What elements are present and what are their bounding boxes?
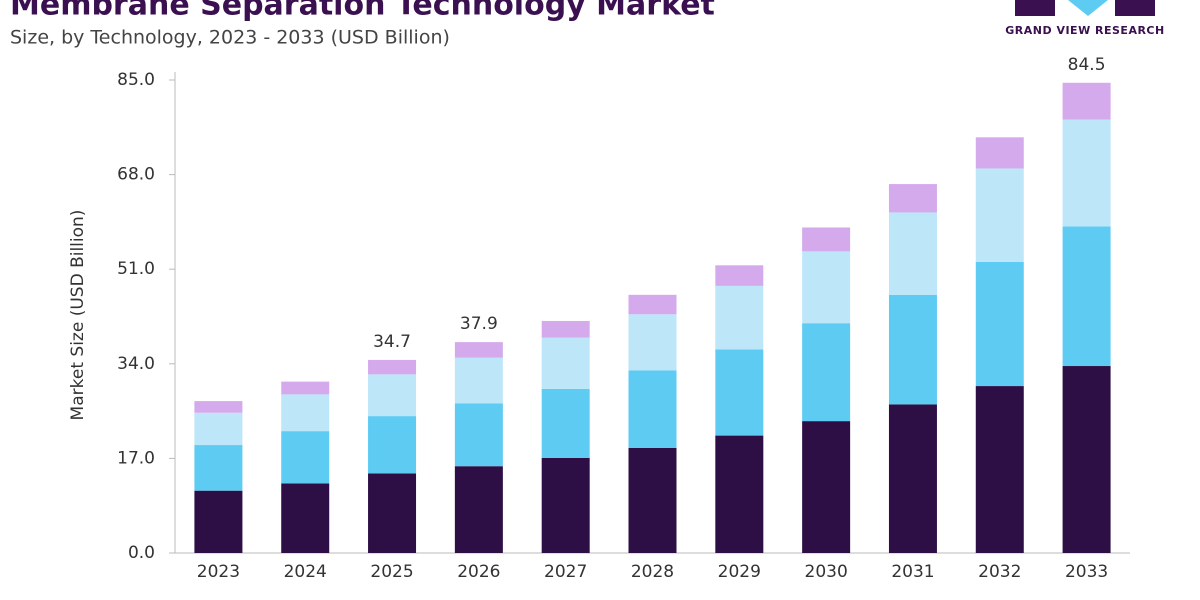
bar-segment bbox=[888, 294, 937, 405]
bar-segment bbox=[628, 370, 677, 448]
logo-block bbox=[1068, 0, 1108, 16]
logo: GRAND VIEW RESEARCH bbox=[1005, 0, 1164, 37]
bar-segment bbox=[802, 323, 851, 422]
y-tick-label: 68.0 bbox=[117, 165, 155, 185]
x-tick-label: 2031 bbox=[891, 562, 934, 582]
bar-segment bbox=[888, 212, 937, 295]
bar-segment bbox=[454, 342, 503, 358]
bar-segment bbox=[628, 447, 677, 553]
bar-segment bbox=[541, 337, 590, 389]
bar-segment bbox=[715, 435, 764, 553]
total-label: 34.7 bbox=[373, 332, 411, 352]
bar-segment bbox=[802, 227, 851, 252]
bar-segment bbox=[1062, 226, 1111, 367]
bar-segment bbox=[1062, 82, 1111, 120]
x-tick-label: 2033 bbox=[1065, 562, 1108, 582]
x-tick-label: 2023 bbox=[197, 562, 240, 582]
bar-segment bbox=[715, 349, 764, 436]
bar-segment bbox=[628, 294, 677, 315]
bar-segment bbox=[194, 412, 243, 446]
x-tick-label: 2032 bbox=[978, 562, 1021, 582]
bar-segment bbox=[802, 421, 851, 553]
y-tick-label: 51.0 bbox=[117, 259, 155, 279]
bar-segment bbox=[541, 320, 590, 338]
bar-segment bbox=[975, 137, 1024, 169]
bar-segment bbox=[888, 184, 937, 213]
x-tick-label: 2028 bbox=[631, 562, 674, 582]
bar-segment bbox=[888, 404, 937, 553]
bar-segment bbox=[1062, 366, 1111, 553]
y-tick-label: 17.0 bbox=[117, 448, 155, 468]
bar-segment bbox=[454, 357, 503, 404]
y-tick-label: 85.0 bbox=[117, 70, 155, 90]
y-tick-label: 34.0 bbox=[117, 354, 155, 374]
bar-segment bbox=[628, 314, 677, 371]
chart-title: Membrane Separation Technology Market bbox=[10, 0, 715, 23]
logo-text: GRAND VIEW RESEARCH bbox=[1005, 24, 1164, 37]
bar-segment bbox=[281, 431, 330, 484]
bar-segment bbox=[715, 285, 764, 350]
bar-segment bbox=[975, 261, 1024, 387]
x-tick-label: 2026 bbox=[457, 562, 500, 582]
y-tick-label: 0.0 bbox=[128, 543, 155, 563]
bar-segment bbox=[454, 466, 503, 553]
bar-segment bbox=[541, 457, 590, 553]
bar-segment bbox=[975, 168, 1024, 262]
logo-block bbox=[1115, 0, 1155, 16]
chart-subtitle: Size, by Technology, 2023 - 2033 (USD Bi… bbox=[10, 27, 450, 49]
bar-segment bbox=[454, 403, 503, 467]
total-label: 37.9 bbox=[460, 314, 498, 334]
bar-segment bbox=[368, 473, 417, 553]
bar-segment bbox=[715, 265, 764, 286]
bar-segment bbox=[281, 483, 330, 553]
bar-segment bbox=[802, 251, 851, 324]
y-axis-label: Market Size (USD Billion) bbox=[68, 210, 88, 421]
x-tick-label: 2030 bbox=[805, 562, 848, 582]
bar-segment bbox=[368, 374, 417, 417]
total-label: 84.5 bbox=[1068, 55, 1106, 75]
bar-segment bbox=[194, 445, 243, 491]
bar-segment bbox=[281, 394, 330, 432]
bar-segment bbox=[368, 359, 417, 375]
bar-segment bbox=[194, 401, 243, 413]
bar-segment bbox=[281, 381, 330, 395]
bar-segment bbox=[368, 416, 417, 474]
x-tick-label: 2029 bbox=[718, 562, 761, 582]
x-tick-label: 2027 bbox=[544, 562, 587, 582]
x-tick-label: 2025 bbox=[370, 562, 413, 582]
x-tick-label: 2024 bbox=[284, 562, 327, 582]
bar-segment bbox=[541, 388, 590, 458]
logo-block bbox=[1015, 0, 1055, 16]
bar-segment bbox=[1062, 119, 1111, 227]
bar-segment bbox=[194, 490, 243, 553]
bar-segment bbox=[975, 386, 1024, 553]
